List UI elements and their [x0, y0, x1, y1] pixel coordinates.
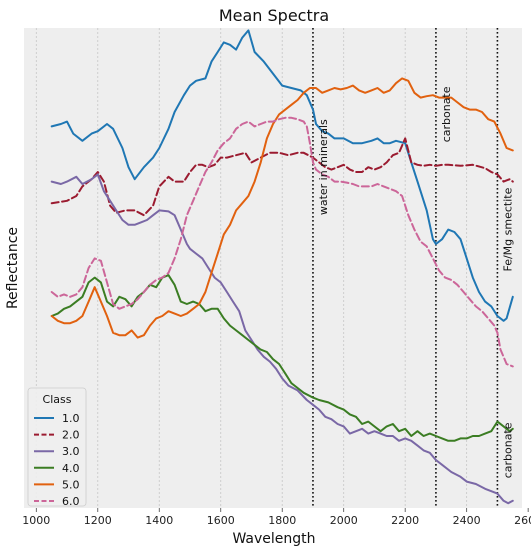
legend: Class 1.0 2.0 3.0 4.0 5.0 6.0	[27, 387, 87, 508]
legend-entry: 2.0	[62, 429, 80, 442]
series-line-3-0	[50, 173, 514, 505]
chart-title: Mean Spectra	[219, 6, 329, 25]
y-axis-label: Reflectance	[5, 227, 21, 309]
annotation-label: carbonate	[501, 422, 514, 478]
legend-entry: 3.0	[62, 445, 80, 458]
x-tick-label: 2000	[330, 514, 358, 527]
x-tick-label: 1400	[145, 514, 173, 527]
series-line-5-0	[50, 77, 514, 339]
annotation-label: Fe/Mg smectite	[501, 187, 514, 271]
legend-entry: 5.0	[62, 478, 80, 491]
plot-area	[24, 28, 522, 508]
annotation-label: carbonate	[440, 86, 453, 142]
annotation-labels: water in minerals carbonate Fe/Mg smectite…	[317, 86, 514, 478]
legend-title: Class	[43, 393, 72, 406]
x-tick-label: 2400	[453, 514, 481, 527]
series-line-2-0	[50, 137, 514, 217]
x-tick-label: 1600	[207, 514, 235, 527]
legend-entry: 4.0	[62, 462, 80, 475]
annotation-label: water in minerals	[317, 119, 330, 215]
x-tick-label: 2600	[514, 514, 531, 527]
series-line-6-0	[50, 116, 514, 368]
series-lines	[50, 29, 514, 505]
legend-entry: 6.0	[62, 495, 80, 508]
legend-entry: 1.0	[62, 412, 80, 425]
x-tick-label: 2200	[391, 514, 419, 527]
x-axis-ticks: 1000 1200 1400 1600 1800 2000 2200 2400 2600	[22, 508, 531, 527]
x-tick-label: 1000	[22, 514, 50, 527]
x-tick-label: 1200	[84, 514, 112, 527]
x-tick-label: 1800	[268, 514, 296, 527]
x-axis-label: Wavelength	[232, 531, 315, 547]
series-line-1-0	[50, 29, 514, 322]
series-line-4-0	[50, 274, 514, 442]
